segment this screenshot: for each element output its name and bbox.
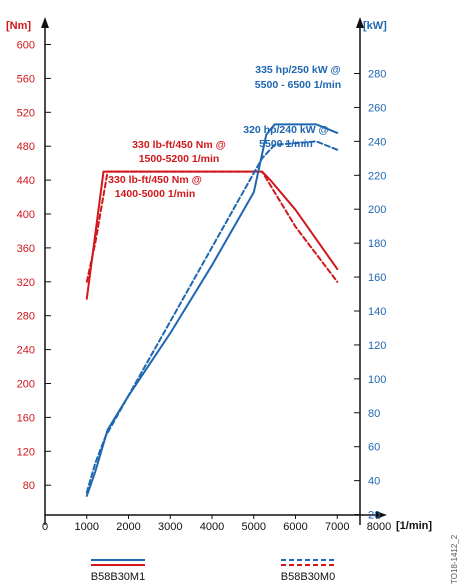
annotation-torque-m0-line2: 1500-5200 1/min [139, 153, 220, 165]
figure-code: TO18-1412_2 [450, 534, 459, 584]
x-tick-label: 2000 [116, 521, 140, 533]
legend-item-m1: B58B30M1 [91, 559, 145, 583]
left-tick-label: 240 [17, 345, 35, 357]
annotation-power-m0-line2: 5500 1/min [259, 138, 313, 150]
right-tick-label: 60 [368, 442, 380, 454]
tick-labels: 8012016020024028032036040044048052056060… [17, 40, 392, 534]
annotation-power-m1-line1: 335 hp/250 kW @ [255, 64, 341, 76]
axes [41, 17, 387, 525]
legend-item-m0: B58B30M0 [281, 559, 335, 583]
left-tick-label: 200 [17, 379, 35, 391]
x-axis-unit: [1/min] [396, 520, 432, 532]
series-b58b30m0-torque-line [85, 170, 339, 283]
x-tick-label: 0 [42, 521, 48, 533]
legend-label-m0: B58B30M0 [281, 571, 335, 583]
right-tick-label: 160 [368, 272, 386, 284]
legend-label-m1: B58B30M1 [91, 571, 145, 583]
right-axis-arrow [356, 17, 364, 28]
right-tick-label: 260 [368, 102, 386, 114]
right-tick-label: 100 [368, 374, 386, 386]
annotation-torque-m1-line1: 330 lb-ft/450 Nm @ [108, 174, 202, 186]
series-b58b30m0-power-line [85, 140, 339, 494]
left-tick-label: 400 [17, 209, 35, 221]
right-tick-label: 180 [368, 238, 386, 250]
annotation-power-m0-line1: 320 hp/240 kW @ [243, 124, 329, 136]
annotation-power-m1-line2: 5500 - 6500 1/min [255, 79, 341, 91]
right-tick-label: 200 [368, 204, 386, 216]
right-tick-label: 280 [368, 69, 386, 81]
x-tick-label: 4000 [200, 521, 224, 533]
right-tick-label: 80 [368, 408, 380, 420]
right-tick-label: 20 [368, 510, 380, 522]
left-tick-label: 160 [17, 412, 35, 424]
left-tick-label: 440 [17, 175, 35, 187]
x-tick-label: 6000 [283, 521, 307, 533]
right-axis-unit: [kW] [363, 20, 387, 32]
legend: B58B30M1 B58B30M0 [91, 559, 335, 583]
x-tick-label: 5000 [242, 521, 266, 533]
right-tick-label: 40 [368, 476, 380, 488]
x-axis-arrow [376, 511, 387, 519]
left-tick-label: 600 [17, 40, 35, 52]
x-tick-label: 8000 [367, 521, 391, 533]
x-tick-label: 3000 [158, 521, 182, 533]
annotation-torque-m1-line2: 1400-5000 1/min [115, 188, 196, 200]
right-tick-label: 220 [368, 170, 386, 182]
left-tick-label: 280 [17, 311, 35, 323]
right-tick-label: 240 [368, 136, 386, 148]
left-tick-label: 560 [17, 73, 35, 85]
left-tick-label: 360 [17, 243, 35, 255]
left-axis-unit: [Nm] [6, 20, 31, 32]
tick-marks [44, 44, 380, 519]
left-tick-label: 480 [17, 141, 35, 153]
left-axis-arrow [41, 17, 49, 28]
series-lines [85, 123, 339, 497]
left-tick-label: 520 [17, 107, 35, 119]
left-tick-label: 80 [23, 480, 35, 492]
x-tick-label: 1000 [75, 521, 99, 533]
right-tick-label: 140 [368, 306, 386, 318]
x-tick-label: 7000 [325, 521, 349, 533]
annotation-torque-m0-line1: 330 lb-ft/450 Nm @ [132, 139, 226, 151]
left-tick-label: 320 [17, 277, 35, 289]
right-tick-label: 120 [368, 340, 386, 352]
left-tick-label: 120 [17, 446, 35, 458]
